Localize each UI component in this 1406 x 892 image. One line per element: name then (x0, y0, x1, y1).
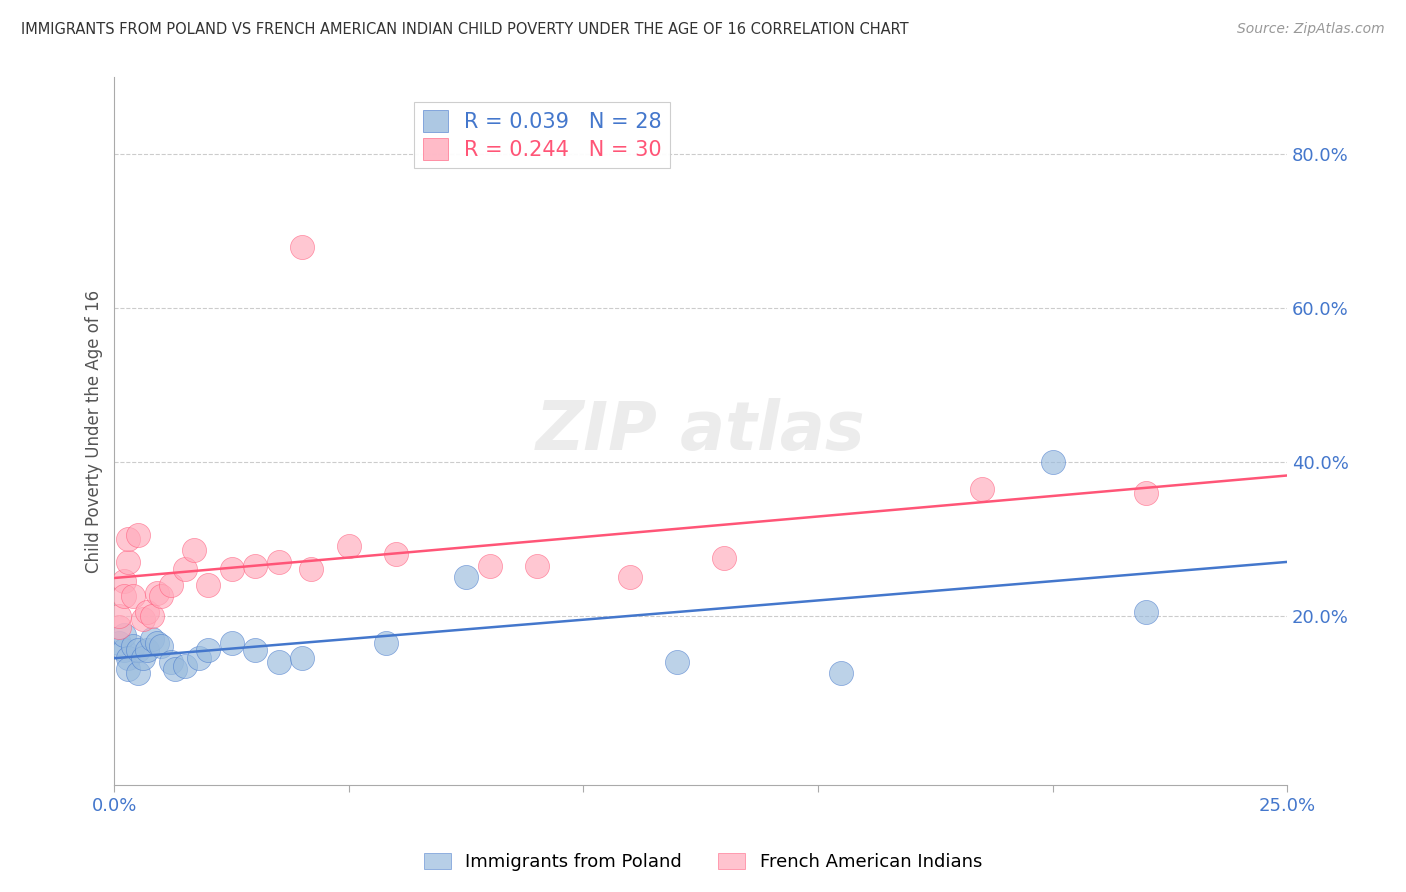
Point (173, 562, 195, 576)
Point (117, 662, 139, 676)
Point (456, 570, 478, 584)
Point (112, 574, 135, 588)
Point (337, 540, 360, 554)
Point (122, 640, 145, 654)
Point (830, 666, 852, 681)
Point (291, 239, 314, 253)
Point (243, 558, 266, 573)
Point (150, 590, 173, 604)
Y-axis label: Child Poverty Under the Age of 16: Child Poverty Under the Age of 16 (86, 290, 103, 573)
Point (1135, 485, 1157, 500)
Point (159, 578, 181, 592)
Point (299, 562, 322, 576)
Point (526, 558, 548, 573)
Point (117, 532, 139, 546)
Text: IMMIGRANTS FROM POLAND VS FRENCH AMERICAN INDIAN CHILD POVERTY UNDER THE AGE OF : IMMIGRANTS FROM POLAND VS FRENCH AMERICA… (21, 22, 908, 37)
Point (150, 640, 173, 654)
Point (165, 662, 187, 676)
Point (145, 585, 167, 599)
Point (221, 562, 243, 576)
Point (127, 666, 149, 681)
Text: Source: ZipAtlas.com: Source: ZipAtlas.com (1237, 22, 1385, 37)
Point (112, 628, 135, 642)
Point (385, 547, 408, 561)
Legend: Immigrants from Poland, French American Indians: Immigrants from Poland, French American … (416, 846, 990, 879)
Point (131, 651, 153, 665)
Point (131, 612, 153, 626)
Text: ZIP atlas: ZIP atlas (536, 398, 866, 464)
Point (141, 608, 163, 623)
Point (713, 551, 735, 566)
Point (136, 605, 159, 619)
Point (108, 620, 131, 634)
Point (127, 643, 149, 657)
Point (173, 658, 195, 673)
Legend: R = 0.039   N = 28, R = 0.244   N = 30: R = 0.039 N = 28, R = 0.244 N = 30 (415, 102, 671, 169)
Point (375, 635, 398, 649)
Point (197, 643, 219, 657)
Point (291, 651, 314, 665)
Point (187, 651, 209, 665)
Point (221, 635, 243, 649)
Point (122, 590, 145, 604)
Point (267, 655, 290, 669)
Point (243, 643, 266, 657)
Point (619, 570, 641, 584)
Point (478, 558, 501, 573)
Point (117, 651, 139, 665)
Point (1135, 605, 1157, 619)
Point (108, 635, 131, 649)
Point (112, 643, 135, 657)
Point (117, 555, 139, 569)
Point (145, 635, 167, 649)
Point (141, 632, 163, 646)
Point (267, 555, 290, 569)
Point (127, 528, 149, 542)
Point (108, 608, 131, 623)
Point (136, 643, 159, 657)
Point (159, 655, 181, 669)
Point (666, 655, 689, 669)
Point (1042, 455, 1064, 469)
Point (197, 578, 219, 592)
Point (972, 482, 994, 496)
Point (112, 590, 135, 604)
Point (183, 543, 205, 558)
